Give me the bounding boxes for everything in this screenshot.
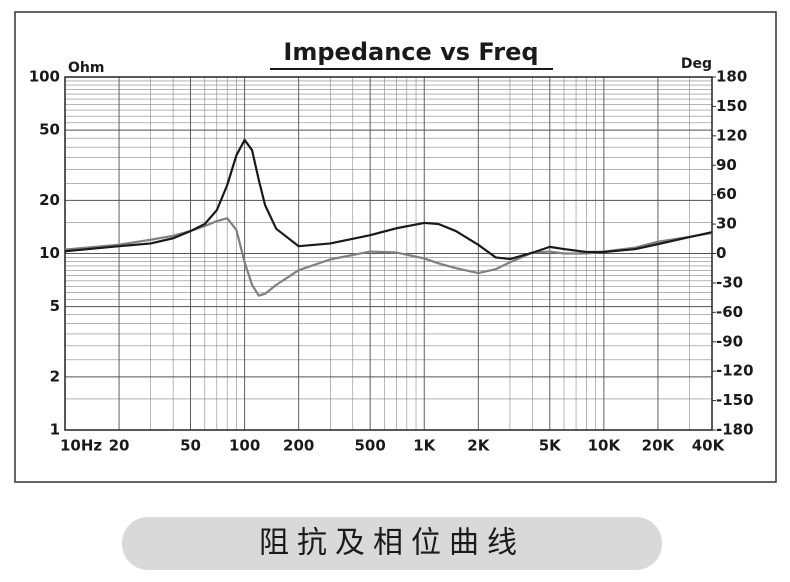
x-tick-label: 40K	[692, 437, 726, 455]
y-tick-label: 50	[39, 121, 60, 139]
y2-tick-label: -60	[716, 303, 743, 321]
y2-tick-label: 30	[716, 215, 737, 233]
y-tick-label: 5	[50, 297, 60, 315]
y2-tick-label: 180	[716, 68, 747, 86]
y-tick-label: 1	[50, 421, 60, 439]
x-tick-label: 5K	[539, 437, 562, 455]
y-axis-label: Ohm	[68, 60, 104, 76]
series-line	[64, 217, 713, 297]
y2-tick-label: 150	[716, 97, 747, 115]
y2-tick-label: -150	[716, 391, 754, 409]
x-tick-label: 10K	[588, 437, 622, 455]
y-tick-label: 20	[39, 191, 60, 209]
y-tick-label: 2	[50, 367, 60, 385]
x-tick-label: 2K	[467, 437, 490, 455]
x-tick-label: 50	[180, 437, 201, 455]
x-tick-label: 500	[355, 437, 386, 455]
frame	[14, 11, 777, 483]
chart-title: Impedance vs Freq	[283, 38, 538, 66]
x-tick-label: 10Hz	[60, 437, 102, 455]
series-line	[64, 138, 713, 261]
x-tick-label: 20K	[642, 437, 676, 455]
x-tick-label: 200	[283, 437, 314, 455]
x-tick-label: 1K	[413, 437, 436, 455]
y2-tick-label: -120	[716, 362, 754, 380]
y2-axis-label: Deg	[681, 56, 712, 72]
caption: 阻抗及相位曲线	[259, 526, 525, 561]
y2-tick-label: 60	[716, 185, 737, 203]
plot-border	[64, 76, 713, 431]
y2-tick-label: 90	[716, 156, 737, 174]
y2-tick-label: -180	[716, 421, 754, 439]
y2-tick-label: 0	[716, 244, 726, 262]
y-tick-label: 10	[39, 244, 60, 262]
y2-tick-label: 120	[716, 126, 747, 144]
y2-tick-label: -90	[716, 332, 743, 350]
x-tick-label: 100	[229, 437, 260, 455]
caption-pill	[122, 517, 662, 570]
y2-tick-label: -30	[716, 273, 743, 291]
y-tick-label: 100	[29, 68, 60, 86]
x-tick-label: 20	[109, 437, 130, 455]
